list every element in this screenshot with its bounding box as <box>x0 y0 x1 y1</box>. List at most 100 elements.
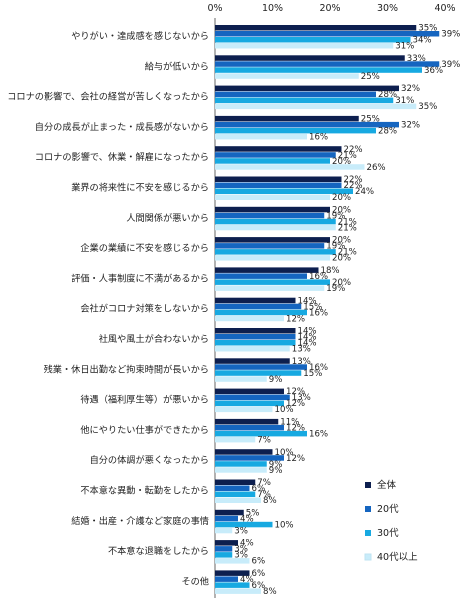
data-label: 12% <box>286 399 305 409</box>
bar-1 <box>215 546 233 552</box>
bar-1 <box>215 91 376 98</box>
bar-0 <box>215 115 359 122</box>
category-label: その他 <box>181 575 209 587</box>
category-label: コロナの影響で、会社の経営が苦しくなったから <box>7 91 209 103</box>
bar-0 <box>215 418 279 425</box>
data-label: 22% <box>344 175 363 185</box>
data-label: 20% <box>332 236 351 246</box>
bar-3 <box>215 103 417 110</box>
bar-2 <box>215 309 307 316</box>
data-label: 6% <box>252 484 266 494</box>
bar-0 <box>215 297 296 304</box>
data-label: 22% <box>344 181 363 191</box>
data-label: 7% <box>257 478 271 488</box>
bar-0 <box>215 479 256 485</box>
bar-3 <box>215 376 267 382</box>
data-label: 6% <box>252 581 266 591</box>
data-label: 16% <box>309 363 328 373</box>
data-label: 15% <box>303 302 322 312</box>
data-label: 20% <box>332 278 351 288</box>
data-label: 20% <box>332 193 351 203</box>
bar-2 <box>215 582 250 588</box>
data-label: 20% <box>332 254 351 264</box>
bar-1 <box>215 152 336 158</box>
data-label: 16% <box>309 430 328 440</box>
bar-0 <box>215 328 296 334</box>
bar-3 <box>215 346 290 352</box>
x-tick-label: 30% <box>377 3 398 14</box>
bar-0 <box>215 55 405 61</box>
legend-label: 40代以上 <box>377 552 418 563</box>
bar-2 <box>215 370 302 376</box>
bar-1 <box>215 364 307 370</box>
bar-2 <box>215 340 296 346</box>
data-label: 19% <box>326 284 345 294</box>
data-label: 33% <box>407 54 426 64</box>
data-label: 16% <box>309 272 328 282</box>
bar-0 <box>215 176 342 182</box>
category-label: 不本意な退職をしたから <box>108 545 209 557</box>
data-label: 21% <box>338 151 357 161</box>
bar-0 <box>215 388 284 395</box>
bar-1 <box>215 182 342 188</box>
bar-2 <box>215 67 422 73</box>
bar-1 <box>215 334 296 340</box>
bar-3 <box>215 194 330 200</box>
data-label: 12% <box>286 454 305 464</box>
data-label: 25% <box>361 115 380 125</box>
legend-swatch <box>365 506 371 512</box>
data-label: 8% <box>263 587 277 597</box>
data-label: 31% <box>395 96 414 106</box>
bar-2 <box>215 279 330 285</box>
x-tick-label: 40% <box>434 3 455 14</box>
bar-2 <box>215 127 376 134</box>
bar-1 <box>215 303 302 310</box>
bar-3 <box>215 406 273 413</box>
bar-1 <box>215 243 325 249</box>
data-label: 9% <box>269 460 283 470</box>
category-label: 結婚・出産・介護など家庭の事情 <box>71 515 209 527</box>
data-label: 22% <box>344 145 363 155</box>
data-label: 10% <box>275 520 294 530</box>
category-label: やりがい・達成感を感じないから <box>71 30 209 42</box>
data-label: 13% <box>292 345 311 355</box>
data-label: 21% <box>338 248 357 258</box>
bar-2 <box>215 400 284 407</box>
data-label: 20% <box>332 157 351 167</box>
data-label: 6% <box>252 557 266 567</box>
data-label: 36% <box>424 66 443 76</box>
bar-2 <box>215 37 411 43</box>
data-label: 19% <box>326 211 345 221</box>
data-label: 20% <box>332 205 351 215</box>
legend-label: 20代 <box>377 504 399 515</box>
bar-3 <box>215 73 359 79</box>
data-label: 39% <box>441 60 460 70</box>
data-label: 19% <box>326 242 345 252</box>
data-label: 14% <box>298 296 317 306</box>
data-label: 9% <box>269 375 283 385</box>
data-label: 14% <box>298 333 317 343</box>
bar-0 <box>215 206 330 213</box>
data-label: 7% <box>257 490 271 500</box>
bar-0 <box>215 267 319 273</box>
data-label: 13% <box>292 393 311 403</box>
data-label: 4% <box>240 539 254 549</box>
data-label: 24% <box>355 187 374 197</box>
bar-2 <box>215 521 273 528</box>
data-label: 31% <box>395 42 414 52</box>
bar-0 <box>215 25 417 31</box>
category-label: 評価・人事制度に不満があるから <box>71 272 209 284</box>
bar-0 <box>215 237 330 243</box>
data-label: 35% <box>418 102 437 112</box>
category-label: 企業の業績に不安を感じるから <box>80 242 209 254</box>
legend-label: 30代 <box>377 528 399 539</box>
data-label: 3% <box>234 551 248 561</box>
data-label: 35% <box>418 24 437 34</box>
bar-3 <box>215 133 307 140</box>
category-label: 業界の将来性に不安を感じるから <box>71 182 209 194</box>
bar-3 <box>215 558 250 564</box>
bar-2 <box>215 461 267 467</box>
bar-0 <box>215 570 250 576</box>
data-label: 16% <box>309 308 328 318</box>
